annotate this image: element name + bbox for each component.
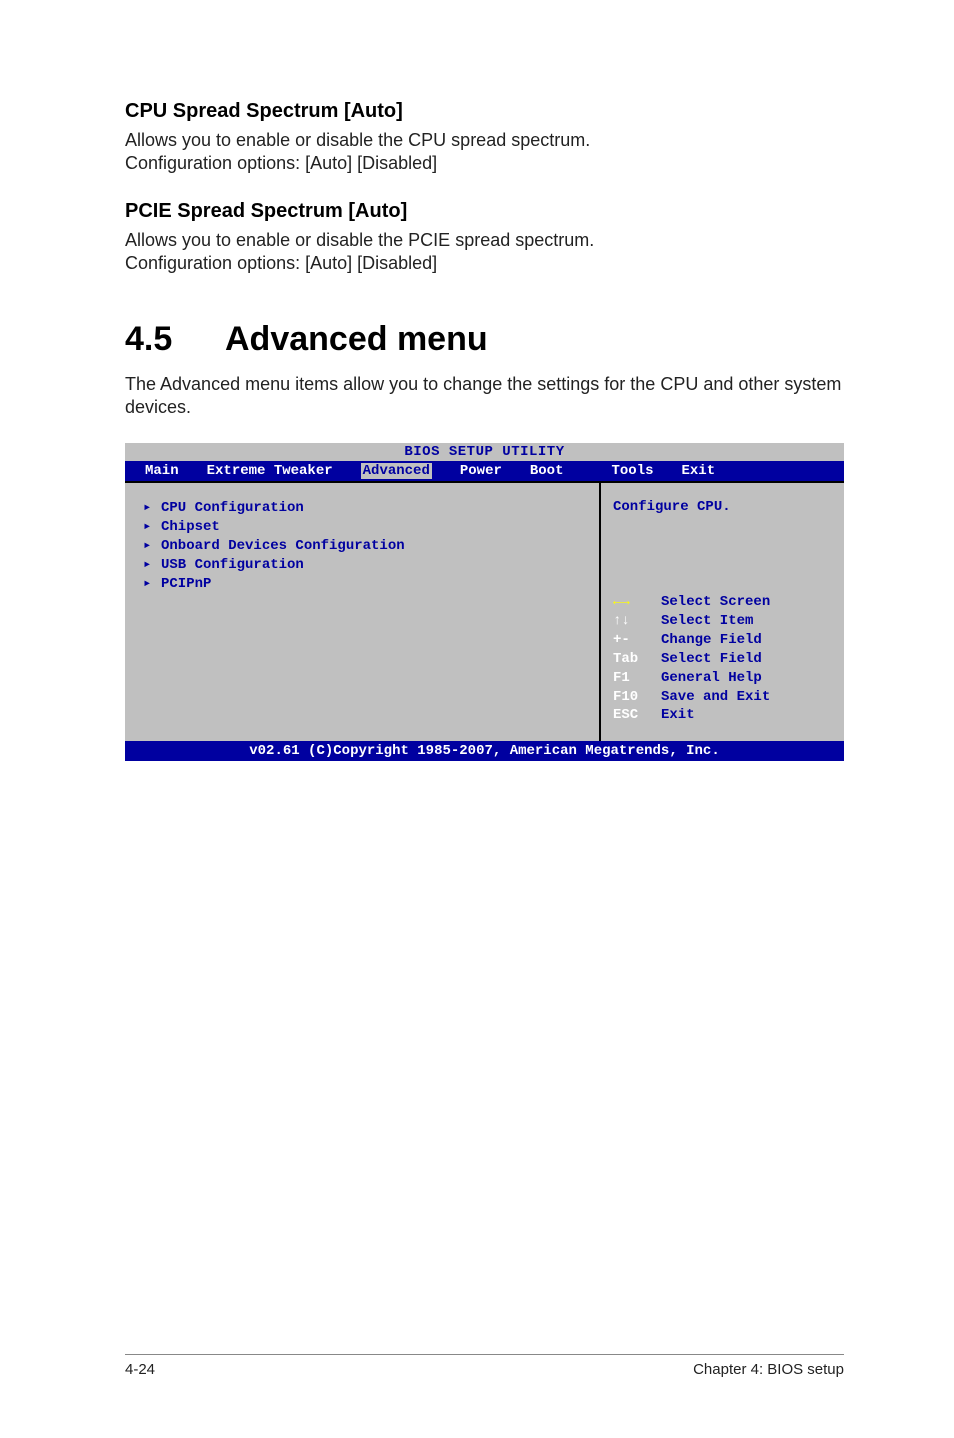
bios-key-legend: ←→Select Screen ↑↓Select Item +-Change F… <box>613 593 832 725</box>
submenu-arrow-icon: ▸ <box>143 575 161 594</box>
bios-tab-advanced[interactable]: Advanced <box>361 463 432 479</box>
bios-menu-label: Onboard Devices Configuration <box>161 538 405 554</box>
subsection-heading: CPU Spread Spectrum [Auto] <box>125 100 844 123</box>
bios-tab-tools[interactable]: Tools <box>611 463 653 479</box>
chapter-label: Chapter 4: BIOS setup <box>693 1361 844 1378</box>
bios-menu-label: Chipset <box>161 519 220 535</box>
submenu-arrow-icon: ▸ <box>143 518 161 537</box>
legend-label: Select Item <box>661 612 753 631</box>
body-paragraph: Allows you to enable or disable the CPU … <box>125 129 844 176</box>
section-title: Advanced menu <box>225 320 488 358</box>
bios-menu-label: PCIPnP <box>161 576 211 592</box>
legend-key: Tab <box>613 650 661 669</box>
legend-key: ESC <box>613 706 661 725</box>
bios-menu-label: USB Configuration <box>161 557 304 573</box>
page-number: 4-24 <box>125 1361 155 1378</box>
legend-label: Save and Exit <box>661 688 770 707</box>
bios-title: BIOS SETUP UTILITY <box>125 443 844 461</box>
bios-help-panel: Configure CPU. ←→Select Screen ↑↓Select … <box>599 483 844 741</box>
body-paragraph: The Advanced menu items allow you to cha… <box>125 373 844 420</box>
bios-tab-extreme-tweaker[interactable]: Extreme Tweaker <box>207 463 333 479</box>
bios-help-text: Configure CPU. <box>613 499 832 515</box>
body-paragraph: Allows you to enable or disable the PCIE… <box>125 229 844 276</box>
bios-tab-exit[interactable]: Exit <box>682 463 716 479</box>
bios-body: ▸CPU Configuration ▸Chipset ▸Onboard Dev… <box>125 481 844 741</box>
legend-label: Select Field <box>661 650 762 669</box>
legend-key: ←→ <box>613 593 661 612</box>
bios-tab-power[interactable]: Power <box>460 463 502 479</box>
legend-label: Change Field <box>661 631 762 650</box>
bios-menu-item[interactable]: ▸PCIPnP <box>143 575 581 594</box>
legend-key: F10 <box>613 688 661 707</box>
bios-menu-item[interactable]: ▸Chipset <box>143 518 581 537</box>
bios-tab-main[interactable]: Main <box>145 463 179 479</box>
bios-menu-item[interactable]: ▸Onboard Devices Configuration <box>143 537 581 556</box>
submenu-arrow-icon: ▸ <box>143 556 161 575</box>
legend-key: +- <box>613 631 661 650</box>
bios-menu-item[interactable]: ▸CPU Configuration <box>143 499 581 518</box>
legend-key: ↑↓ <box>613 612 661 631</box>
legend-key: F1 <box>613 669 661 688</box>
submenu-arrow-icon: ▸ <box>143 499 161 518</box>
subsection-heading: PCIE Spread Spectrum [Auto] <box>125 200 844 223</box>
legend-label: Exit <box>661 706 695 725</box>
bios-copyright-footer: v02.61 (C)Copyright 1985-2007, American … <box>125 741 844 761</box>
submenu-arrow-icon: ▸ <box>143 537 161 556</box>
legend-label: Select Screen <box>661 593 770 612</box>
page-footer: 4-24 Chapter 4: BIOS setup <box>125 1354 844 1378</box>
bios-menu-list: ▸CPU Configuration ▸Chipset ▸Onboard Dev… <box>125 483 599 741</box>
legend-label: General Help <box>661 669 762 688</box>
bios-screenshot: BIOS SETUP UTILITY Main Extreme Tweaker … <box>125 443 844 761</box>
section-number: 4.5 <box>125 320 225 359</box>
bios-tab-boot[interactable]: Boot <box>530 463 564 479</box>
bios-menubar: Main Extreme Tweaker Advanced Power Boot… <box>125 461 844 481</box>
bios-menu-item[interactable]: ▸USB Configuration <box>143 556 581 575</box>
section-heading: 4.5Advanced menu <box>125 320 844 359</box>
bios-menu-label: CPU Configuration <box>161 500 304 516</box>
